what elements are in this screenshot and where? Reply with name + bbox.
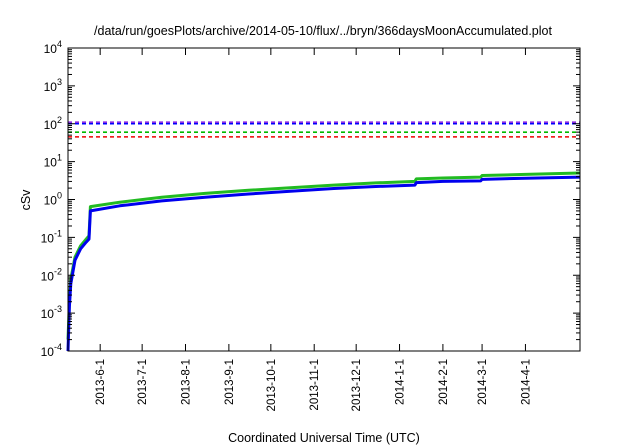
series-line [66, 171, 581, 340]
x-tick-label: 2014-4-1 [520, 359, 532, 405]
y-axis-label: cSv [19, 189, 33, 211]
x-tick-label: 2014-3-1 [477, 359, 489, 405]
x-axis: 2013-6-1 2013-7-1 2013-8-1 2013-9-1 2013-10-… [95, 48, 532, 411]
y-axis: 10-4 10-3 10-2 10-1 100 101 102 103 104 [41, 39, 580, 359]
series-line [66, 175, 581, 352]
y-tick-label: 102 [44, 115, 62, 132]
x-tick-label: 2014-2-1 [438, 359, 450, 405]
x-tick-label: 2013-8-1 [181, 359, 193, 405]
x-tick-label: 2013-7-1 [137, 359, 149, 405]
y-tick-label: 104 [44, 39, 62, 56]
y-tick-label: 103 [44, 77, 62, 94]
y-tick-label: 101 [44, 153, 62, 170]
y-tick-label: 10-2 [41, 266, 62, 283]
reference-lines [68, 121, 580, 138]
y-tick-label: 10-4 [41, 342, 62, 359]
x-tick-label: 2013-11-1 [309, 359, 321, 411]
series-layer [66, 171, 581, 352]
y-tick-label: 100 [44, 191, 62, 208]
x-tick-label: 2013-10-1 [266, 359, 278, 411]
x-axis-label: Coordinated Universal Time (UTC) [228, 431, 420, 445]
chart-title: /data/run/goesPlots/archive/2014-05-10/f… [94, 24, 552, 38]
y-tick-label: 10-1 [41, 228, 62, 245]
x-tick-label: 2013-6-1 [95, 359, 107, 405]
x-tick-label: 2014-1-1 [395, 359, 407, 405]
x-tick-label: 2013-9-1 [224, 359, 236, 405]
x-tick-label: 2013-12-1 [351, 359, 363, 411]
y-tick-label: 10-3 [41, 304, 62, 321]
